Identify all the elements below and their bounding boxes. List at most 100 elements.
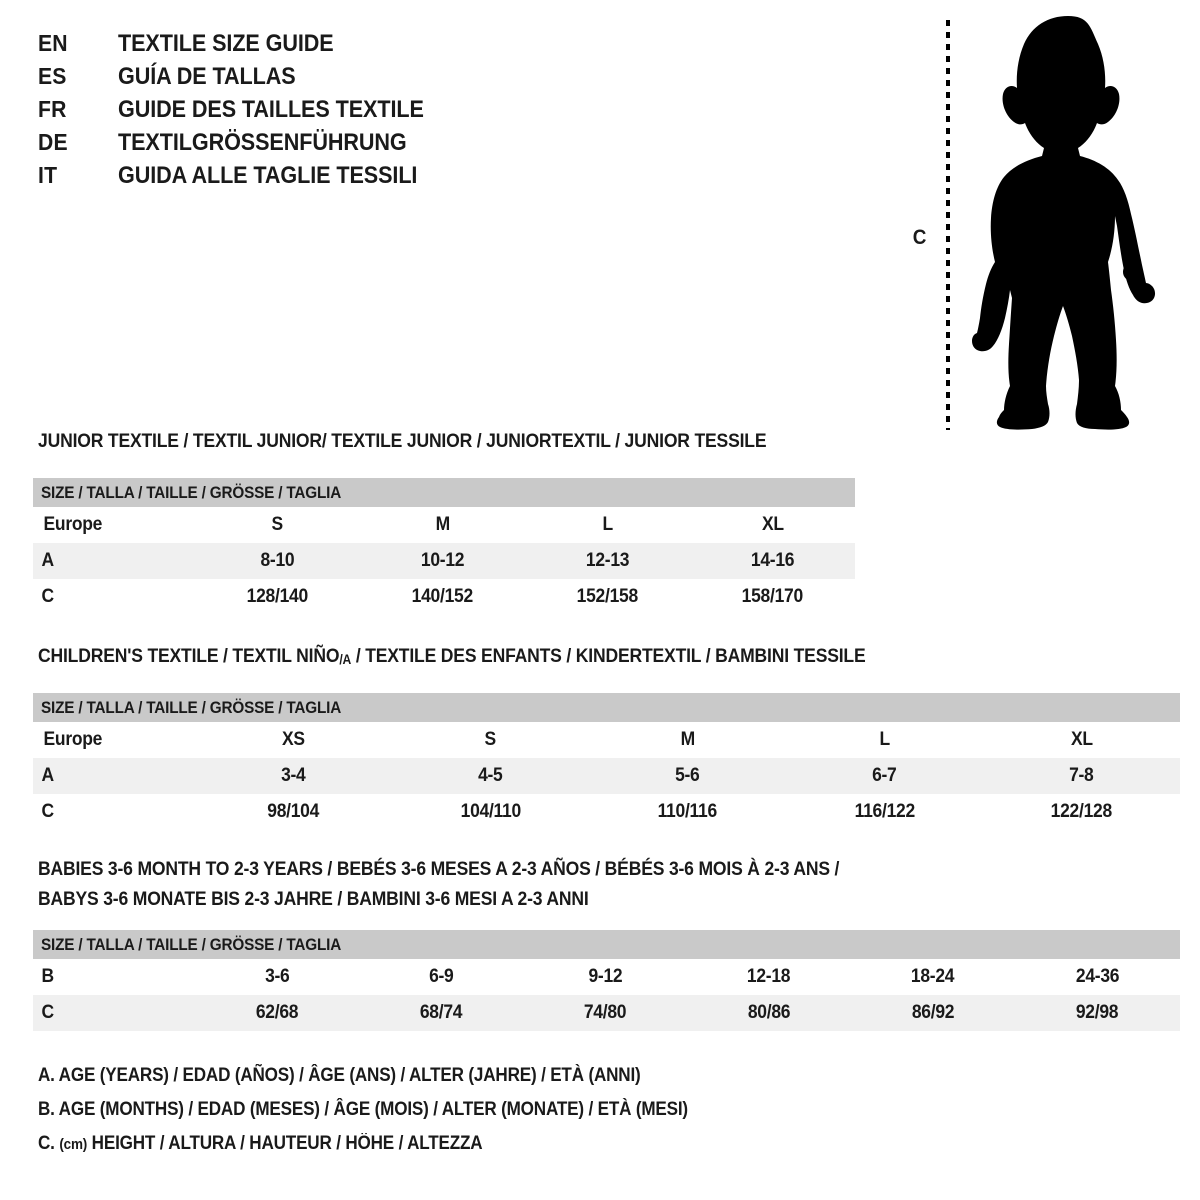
table-cell: 122/128 <box>1050 801 1113 822</box>
section-title-junior: JUNIOR TEXTILE / TEXTIL JUNIOR/ TEXTILE … <box>38 430 767 452</box>
table-row: C 62/68 68/74 74/80 80/86 86/92 92/98 <box>33 995 1180 1031</box>
table-cell: 12-13 <box>585 550 630 571</box>
table-cell: 68/74 <box>419 1002 463 1023</box>
table-row: C 98/104 104/110 110/116 116/122 122/128 <box>33 794 1181 830</box>
table-cell: 104/110 <box>460 801 521 822</box>
section-title-babies-line2: BABYS 3-6 MONATE BIS 2-3 JAHRE / BAMBINI… <box>38 888 589 910</box>
language-title-fr: GUIDE DES TAILLES TEXTILE <box>118 96 424 123</box>
size-bar-label-babies: SIZE / TALLA / TAILLE / GRÖSSE / TAGLIA <box>33 930 1180 959</box>
legend-note-b: B. AGE (MONTHS) / EDAD (MESES) / ÂGE (MO… <box>38 1099 688 1120</box>
table-cell: 9-12 <box>588 966 622 987</box>
table-cell: 14-16 <box>750 550 795 571</box>
table-cell: L <box>602 514 613 535</box>
children-size-table: SIZE / TALLA / TAILLE / GRÖSSE / TAGLIA … <box>33 693 1181 830</box>
dotted-measure-line <box>946 20 950 430</box>
table-row: A 8-10 10-12 12-13 14-16 <box>33 543 856 579</box>
section-title-children-prefix: CHILDREN'S TEXTILE / TEXTIL NIÑO <box>38 645 340 667</box>
table-cell: XL <box>761 514 784 535</box>
junior-size-table: SIZE / TALLA / TAILLE / GRÖSSE / TAGLIA … <box>33 478 856 615</box>
table-cell: 6-7 <box>872 765 897 786</box>
child-silhouette-icon <box>972 16 1156 430</box>
table-cell: 12-18 <box>747 966 791 987</box>
height-measure-figure: C <box>900 8 1190 433</box>
table-cell: 3-6 <box>264 966 290 987</box>
section-title-children: CHILDREN'S TEXTILE / TEXTIL NIÑO/A / TEX… <box>38 645 866 668</box>
language-code-it: IT <box>38 162 58 188</box>
language-title-de: TEXTILGRÖSSENFÜHRUNG <box>118 129 407 156</box>
section-title-children-suffix: / TEXTILE DES ENFANTS / KINDERTEXTIL / B… <box>351 645 866 667</box>
table-cell: 152/158 <box>576 586 639 607</box>
table-cell: 10-12 <box>420 550 465 571</box>
table-cell: 86/92 <box>911 1002 955 1023</box>
language-title-es: GUÍA DE TALLAS <box>118 63 296 90</box>
legend-note-c-prefix: C. <box>38 1133 60 1154</box>
table-cell: M <box>435 514 450 535</box>
language-row-es: ES GUÍA DE TALLAS <box>38 63 598 96</box>
language-title-en: TEXTILE SIZE GUIDE <box>118 30 334 57</box>
language-title-block: EN TEXTILE SIZE GUIDE ES GUÍA DE TALLAS … <box>38 30 598 195</box>
table-cell: L <box>879 729 890 750</box>
legend-note-c-unit: (cm) <box>59 1136 88 1153</box>
table-cell: 62/68 <box>255 1002 299 1023</box>
table-row: C 128/140 140/152 152/158 158/170 <box>33 579 856 615</box>
table-cell: 80/86 <box>747 1002 791 1023</box>
legend-notes: A. AGE (YEARS) / EDAD (AÑOS) / ÂGE (ANS)… <box>38 1065 938 1167</box>
size-bar-text: SIZE / TALLA / TAILLE / GRÖSSE / TAGLIA <box>41 482 342 502</box>
table-cell: 5-6 <box>675 765 700 786</box>
language-row-it: IT GUIDA ALLE TAGLIE TESSILI <box>38 162 598 195</box>
size-bar-label-children: SIZE / TALLA / TAILLE / GRÖSSE / TAGLIA <box>33 693 1181 722</box>
table-cell: 116/122 <box>854 801 915 822</box>
table-cell: 3-4 <box>281 765 306 786</box>
table-cell: 74/80 <box>583 1002 627 1023</box>
table-row: Europe XS S M L XL <box>33 722 1181 758</box>
table-cell: XS <box>282 729 305 750</box>
table-header-bar-junior: SIZE / TALLA / TAILLE / GRÖSSE / TAGLIA <box>33 478 856 507</box>
language-row-fr: FR GUIDE DES TAILLES TEXTILE <box>38 96 598 129</box>
table-cell: 24-36 <box>1075 966 1120 987</box>
row-label-c: C <box>41 586 55 607</box>
size-bar-text: SIZE / TALLA / TAILLE / GRÖSSE / TAGLIA <box>41 934 342 954</box>
table-cell: 92/98 <box>1076 1002 1119 1023</box>
table-cell: 158/170 <box>741 586 804 607</box>
row-label-a: A <box>41 550 55 571</box>
table-cell: 18-24 <box>911 966 955 987</box>
table-cell: S <box>271 514 284 535</box>
table-cell: 7-8 <box>1069 765 1094 786</box>
legend-note-c-suffix: HEIGHT / ALTURA / HAUTEUR / HÖHE / ALTEZ… <box>87 1133 483 1154</box>
section-title-children-sub: /A <box>339 652 352 667</box>
table-cell: 140/152 <box>411 586 474 607</box>
language-row-en: EN TEXTILE SIZE GUIDE <box>38 30 598 63</box>
table-row: A 3-4 4-5 5-6 6-7 7-8 <box>33 758 1181 794</box>
language-code-fr: FR <box>38 96 67 122</box>
table-header-bar-children: SIZE / TALLA / TAILLE / GRÖSSE / TAGLIA <box>33 693 1181 722</box>
row-label-europe: Europe <box>43 729 103 750</box>
row-label-c: C <box>41 1002 55 1023</box>
measure-label-c: C <box>912 226 927 249</box>
babies-size-table: SIZE / TALLA / TAILLE / GRÖSSE / TAGLIA … <box>33 930 1180 1031</box>
language-title-it: GUIDA ALLE TAGLIE TESSILI <box>118 162 418 189</box>
legend-note-c: C. (cm) HEIGHT / ALTURA / HAUTEUR / HÖHE… <box>38 1133 848 1167</box>
table-cell: 6-9 <box>428 966 454 987</box>
size-bar-label-junior: SIZE / TALLA / TAILLE / GRÖSSE / TAGLIA <box>33 478 856 507</box>
table-cell: 110/116 <box>657 801 718 822</box>
size-bar-text: SIZE / TALLA / TAILLE / GRÖSSE / TAGLIA <box>41 697 342 717</box>
table-row: Europe S M L XL <box>33 507 856 543</box>
row-label-a: A <box>41 765 55 786</box>
row-label-c: C <box>41 801 55 822</box>
table-cell: M <box>680 729 695 750</box>
section-title-babies-line1: BABIES 3-6 MONTH TO 2-3 YEARS / BEBÉS 3-… <box>38 858 840 880</box>
table-cell: 128/140 <box>246 586 309 607</box>
row-label-b: B <box>41 966 55 987</box>
table-cell: 4-5 <box>478 765 503 786</box>
language-row-de: DE TEXTILGRÖSSENFÜHRUNG <box>38 129 598 162</box>
row-label-europe: Europe <box>43 514 103 535</box>
table-cell: 8-10 <box>260 550 295 571</box>
table-cell: XL <box>1070 729 1093 750</box>
language-code-es: ES <box>38 63 67 89</box>
language-code-en: EN <box>38 30 68 56</box>
table-cell: S <box>484 729 497 750</box>
table-header-bar-babies: SIZE / TALLA / TAILLE / GRÖSSE / TAGLIA <box>33 930 1180 959</box>
language-code-de: DE <box>38 129 68 155</box>
table-cell: 98/104 <box>267 801 320 822</box>
legend-note-a: A. AGE (YEARS) / EDAD (AÑOS) / ÂGE (ANS)… <box>38 1065 641 1086</box>
